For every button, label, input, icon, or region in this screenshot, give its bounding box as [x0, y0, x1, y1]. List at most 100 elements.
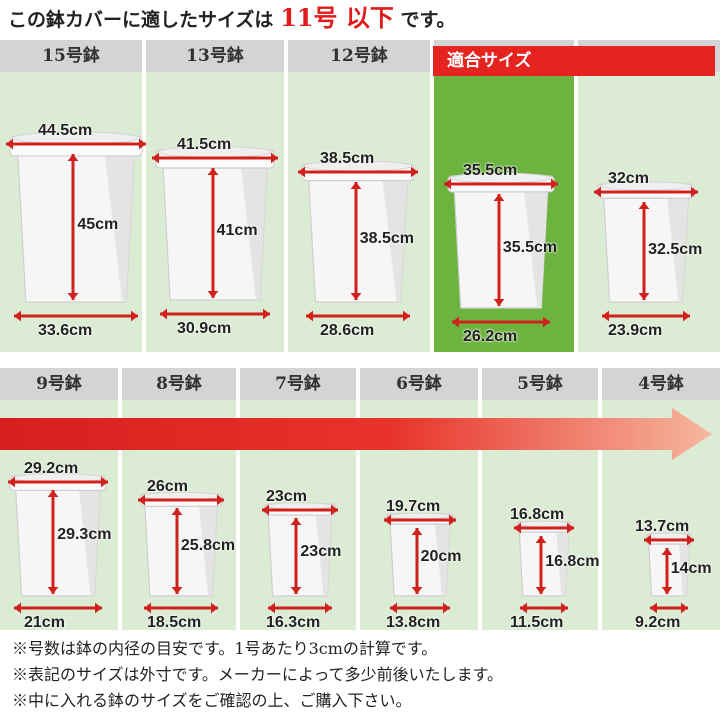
pot-column: 4号鉢 13.7cm 14cm 9.2cm — [602, 368, 720, 631]
bottom-diameter-label: 28.6cm — [320, 322, 375, 339]
bottom-diameter-arrow — [650, 602, 688, 614]
pot-image — [301, 160, 415, 303]
pot-column: 5号鉢 16.8cm 16.8cm 11.5cm — [482, 368, 600, 631]
pot-column: 12号鉢 38.5cm 38.5cm 28.6cm — [288, 40, 430, 352]
height-label: 14cm — [670, 560, 712, 578]
height-label: 16.8cm — [545, 553, 600, 571]
bottom-diameter-arrow — [14, 602, 102, 614]
bottom-diameter-arrow — [452, 316, 550, 328]
bottom-diameter-arrow — [390, 602, 450, 614]
bottom-diameter-label: 23.9cm — [608, 322, 663, 339]
bottom-diameter-arrow — [144, 602, 218, 614]
note-line: ※中に入れる鉢のサイズをご確認の上、ご購入下さい。 — [12, 691, 412, 710]
bottom-diameter-label: 33.6cm — [38, 322, 93, 339]
bottom-diameter-label: 30.9cm — [177, 320, 232, 337]
height-label: 25.8cm — [180, 536, 236, 554]
height-arrow — [493, 194, 505, 306]
top-diameter-arrow — [644, 534, 694, 546]
bottom-diameter-label: 16.3cm — [266, 614, 321, 631]
height-arrow — [535, 536, 547, 594]
size-decrease-arrow — [0, 408, 712, 460]
height-arrow — [411, 528, 422, 594]
height-label: 29.3cm — [57, 526, 112, 544]
bottom-diameter-label: 26.2cm — [463, 328, 518, 345]
height-arrow — [291, 518, 302, 594]
pot-column: 8号鉢 26cm 25.8cm 18.5cm — [122, 368, 236, 631]
pot-row-small: 9号鉢 29.2cm 29.3cm 21cm 8号鉢 26cm 25.8cm 18.5cm 7号… — [0, 368, 720, 631]
height-label: 45cm — [77, 215, 119, 233]
top-diameter-arrow — [514, 522, 574, 534]
height-arrow — [350, 182, 362, 300]
top-diameter-label: 26cm — [147, 478, 188, 495]
bottom-diameter-arrow — [268, 602, 332, 614]
pot-image — [447, 172, 555, 309]
note-line: ※表記のサイズは外寸です。メーカーによって多少前後いたします。 — [12, 665, 504, 684]
top-diameter-label: 32cm — [608, 170, 649, 187]
top-diameter-label: 23cm — [266, 488, 307, 505]
pot-row-large: 15号鉢 44.5cm 45cm 33.6cm 13号鉢 41.5cm 41cm 30.9cm… — [0, 40, 720, 352]
top-diameter-arrow — [298, 166, 418, 178]
pot-size-heading: 8号鉢 — [122, 368, 236, 400]
pot-image — [9, 131, 143, 303]
pot-size-heading: 15号鉢 — [0, 40, 142, 72]
pot-image — [9, 473, 107, 597]
pot-size-heading: 4号鉢 — [602, 368, 720, 400]
pot-size-heading: 13号鉢 — [146, 40, 284, 72]
height-arrow — [67, 154, 79, 300]
pot-size-heading: 6号鉢 — [360, 368, 478, 400]
headline-suffix: です。 — [400, 9, 456, 31]
pot-size-heading: 9号鉢 — [0, 368, 118, 400]
bottom-diameter-arrow — [602, 310, 690, 322]
pot-image — [645, 532, 693, 597]
top-diameter-label: 16.8cm — [510, 506, 565, 523]
top-diameter-label: 35.5cm — [463, 162, 518, 179]
bottom-diameter-arrow — [520, 602, 568, 614]
height-arrow — [661, 548, 673, 594]
height-label: 38.5cm — [359, 230, 415, 248]
top-diameter-label: 38.5cm — [320, 150, 375, 167]
bottom-diameter-label: 18.5cm — [147, 614, 202, 631]
height-arrow — [47, 490, 59, 594]
top-diameter-arrow — [152, 152, 278, 164]
headline: この鉢カバーに適したサイズは 11号 以下 です。 — [8, 2, 456, 34]
pot-image — [515, 520, 573, 597]
pot-column: 15号鉢 44.5cm 45cm 33.6cm — [0, 40, 146, 352]
bottom-diameter-label: 21cm — [24, 614, 65, 631]
pot-column: 6号鉢 19.7cm 20cm 13.8cm — [360, 368, 478, 631]
top-diameter-arrow — [6, 138, 146, 150]
height-label: 20cm — [420, 548, 462, 566]
top-diameter-arrow — [262, 504, 338, 516]
top-diameter-label: 44.5cm — [38, 122, 93, 139]
top-diameter-arrow — [8, 476, 108, 488]
top-diameter-label: 19.7cm — [386, 498, 441, 515]
fit-size-badge: 適合サイズ — [433, 46, 715, 76]
height-label: 35.5cm — [502, 239, 558, 257]
top-diameter-arrow — [444, 178, 558, 190]
headline-highlight: 11号 以下 — [280, 3, 394, 32]
height-label: 41cm — [216, 222, 258, 239]
bottom-diameter-arrow — [14, 310, 138, 322]
bottom-diameter-arrow — [306, 310, 410, 322]
pot-size-heading: 5号鉢 — [482, 368, 598, 400]
top-diameter-arrow — [138, 494, 224, 506]
bottom-diameter-label: 13.8cm — [386, 614, 441, 631]
pot-size-heading: 7号鉢 — [240, 368, 356, 400]
bottom-diameter-label: 9.2cm — [635, 614, 681, 631]
pot-column: 7号鉢 23cm 23cm 16.3cm — [240, 368, 356, 631]
pot-column: 13号鉢 41.5cm 41cm 30.9cm — [146, 40, 284, 352]
note-line: ※号数は鉢の内径の目安です。1号あたり3cmの計算です。 — [12, 639, 438, 658]
pot-size-heading: 12号鉢 — [288, 40, 430, 72]
height-arrow — [207, 168, 219, 298]
bottom-diameter-label: 11.5cm — [510, 614, 564, 631]
pot-image — [597, 181, 695, 303]
height-label: 23cm — [300, 542, 342, 560]
height-label: 32.5cm — [648, 240, 703, 258]
pot-image — [263, 502, 337, 597]
top-diameter-label: 13.7cm — [635, 518, 690, 535]
notes: ※号数は鉢の内径の目安です。1号あたり3cmの計算です。 ※表記のサイズは外寸で… — [12, 636, 503, 714]
top-diameter-label: 41.5cm — [177, 136, 232, 153]
top-diameter-arrow — [384, 514, 456, 526]
top-diameter-label: 29.2cm — [24, 460, 79, 477]
